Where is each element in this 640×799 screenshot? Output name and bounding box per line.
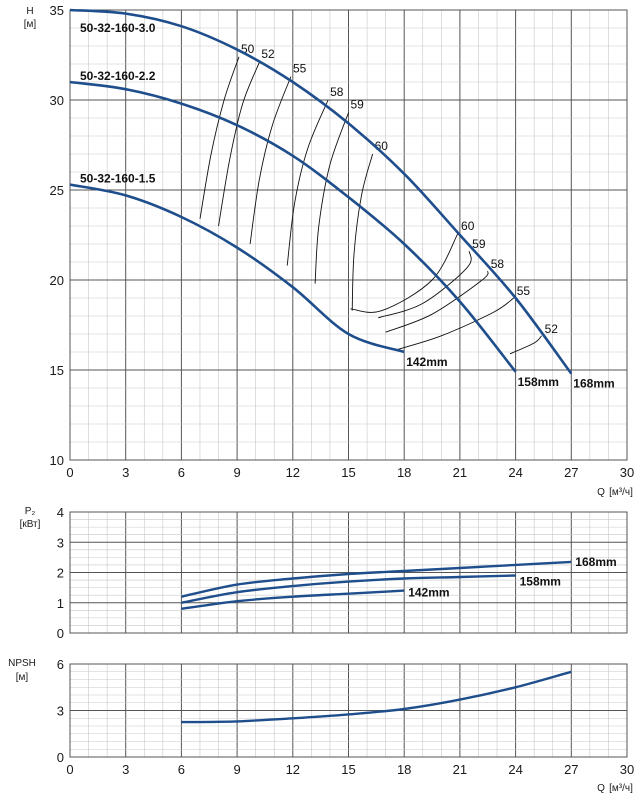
x-tick-label: 6 [178,465,185,480]
iso-efficiency-label: 60 [461,219,475,233]
npsh-frame [69,663,628,758]
x-tick-label: 15 [341,465,355,480]
iso-efficiency-line [199,56,240,219]
x-tick-label: 3 [122,762,129,777]
y-tick-label: 15 [50,363,64,378]
x-tick-label: 18 [397,762,411,777]
power-curve [181,574,516,604]
y-tick-label: 1 [57,596,64,611]
x-tick-label: 6 [178,762,185,777]
x-axis-label: Q [597,783,605,794]
iso-efficiency-line [509,335,542,355]
y-tick-label: 20 [50,273,64,288]
npsh-grid [69,663,628,758]
impeller-diameter-label: 168mm [573,377,614,391]
y-axis-unit: [м] [24,19,37,30]
x-tick-label: 12 [286,762,300,777]
x-tick-label: 27 [564,762,578,777]
iso-efficiency-lines [199,56,542,355]
iso-efficiency-label: 59 [351,98,365,112]
iso-efficiency-line [394,297,514,351]
y-tick-label: 6 [57,657,64,672]
series-name-label: 50-32-160-3.0 [80,21,156,35]
power-curve-label: 158mm [520,575,561,589]
x-tick-label: 24 [508,465,522,480]
power-frame [69,511,628,634]
y-axis-unit: [м] [16,672,29,683]
iso-efficiency-label: 52 [261,47,275,61]
iso-efficiency-line [218,62,260,227]
x-tick-label: 15 [341,762,355,777]
head-curve [69,80,517,373]
iso-efficiency-label: 55 [517,284,531,298]
x-tick-label: 3 [122,465,129,480]
iso-efficiency-line [249,76,292,245]
iso-efficiency-label: 52 [545,322,559,336]
iso-efficiency-line [385,270,489,333]
iso-efficiency-label: 59 [472,237,486,251]
power-grid [69,511,628,634]
iso-efficiency-label: 58 [330,85,344,99]
x-axis-unit: [м³/ч] [609,783,633,794]
x-tick-label: 24 [508,762,522,777]
x-tick-label: 30 [620,762,634,777]
x-tick-label: 18 [397,465,411,480]
iso-efficiency-line [314,112,349,284]
series-name-label: 50-32-160-1.5 [80,172,156,186]
y-axis-unit: [кВт] [20,519,41,530]
series-name-label: 50-32-160-2.2 [80,69,156,83]
y-tick-label: 30 [50,93,64,108]
head-curve [69,8,573,375]
x-tick-label: 30 [620,465,634,480]
head-frame [69,9,628,461]
power-curve-label: 142mm [408,586,449,600]
npsh-curve [181,670,572,724]
iso-efficiency-line [378,251,472,319]
y-tick-label: 25 [50,183,64,198]
iso-efficiency-line [351,153,374,311]
x-tick-label: 12 [286,465,300,480]
x-tick-label: 9 [233,762,240,777]
y-tick-label: 2 [57,566,64,581]
y-axis-label: P₂ [25,506,36,517]
y-axis-label: NPSH [8,658,36,669]
iso-efficiency-line [350,232,459,313]
y-tick-label: 3 [57,704,64,719]
x-tick-label: 21 [453,762,467,777]
head-curve [69,183,405,354]
y-tick-label: 3 [57,535,64,550]
y-tick-label: 10 [50,453,64,468]
x-tick-label: 21 [453,465,467,480]
y-tick-label: 4 [57,505,64,520]
x-tick-label: 0 [66,465,73,480]
iso-efficiency-label: 58 [491,257,505,271]
power-curve-label: 168mm [575,555,616,569]
impeller-diameter-label: 158mm [518,375,559,389]
y-tick-label: 0 [57,750,64,765]
iso-efficiency-line [286,99,329,266]
impeller-diameter-label: 142mm [406,355,447,369]
x-tick-label: 9 [233,465,240,480]
y-axis-label: H [26,6,33,17]
y-tick-label: 35 [50,3,64,18]
x-tick-label: 27 [564,465,578,480]
x-axis-label: Q [597,487,605,498]
iso-efficiency-label: 55 [293,62,307,76]
power-curve [181,560,572,598]
power-curve [181,589,405,610]
y-tick-label: 0 [57,626,64,641]
x-tick-label: 0 [66,762,73,777]
head-grid [69,9,628,461]
x-axis-unit: [м³/ч] [609,487,633,498]
